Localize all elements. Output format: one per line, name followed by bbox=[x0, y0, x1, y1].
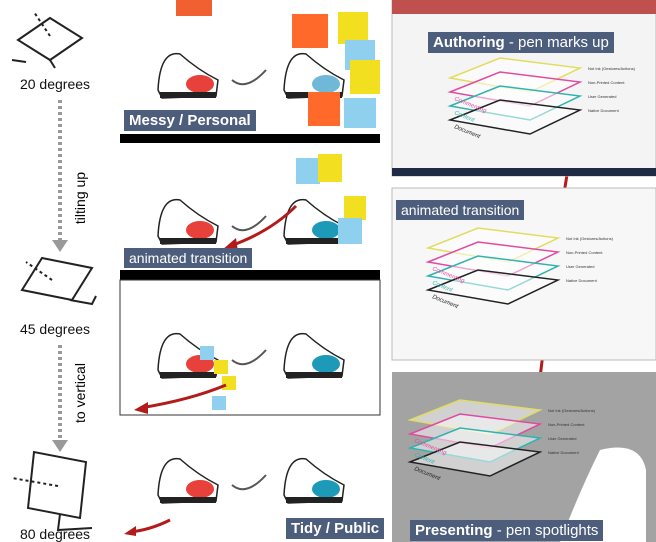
shoe-sole bbox=[286, 372, 342, 378]
layer-stacks: Not Ink (Gestures/Actions) Non-Printed Co… bbox=[407, 57, 636, 482]
layer bbox=[407, 441, 543, 477]
shoe-sole bbox=[160, 92, 216, 98]
layer bbox=[447, 99, 583, 135]
logo bbox=[231, 215, 267, 232]
shoe-sole bbox=[160, 238, 216, 244]
label-rest: - pen marks up bbox=[508, 34, 609, 51]
shoe bbox=[283, 52, 345, 99]
layer-label: Not Ink (Gestures/Actions) bbox=[588, 66, 636, 71]
logo bbox=[231, 69, 267, 86]
layer-label: Native Document bbox=[588, 108, 620, 113]
panel-label: Authoring - pen marks up bbox=[428, 32, 614, 53]
shoe-accent bbox=[186, 221, 214, 239]
shoe-accent bbox=[186, 75, 214, 93]
layer-label: Native Document bbox=[566, 278, 598, 283]
layer-label: User Generated bbox=[566, 264, 594, 269]
device-45 bbox=[20, 256, 97, 306]
layer-label: Non-Printed Content bbox=[566, 250, 603, 255]
arrow-head bbox=[52, 240, 68, 252]
panel-label: animated transition bbox=[124, 248, 253, 268]
layer-label: User Generated bbox=[548, 436, 576, 441]
logo bbox=[231, 349, 267, 366]
shoe bbox=[283, 457, 345, 504]
arrow-head bbox=[52, 440, 68, 452]
panel-label: Tidy / Public bbox=[286, 518, 385, 539]
layer bbox=[425, 269, 561, 305]
shoes bbox=[157, 52, 345, 504]
device-20 bbox=[11, 16, 84, 69]
device-80 bbox=[26, 450, 93, 532]
layer-label: Not Ink (Gestures/Actions) bbox=[566, 236, 614, 241]
shoe bbox=[157, 457, 219, 504]
shoe bbox=[157, 198, 219, 245]
panel-label: Presenting - pen spotlights bbox=[410, 520, 604, 541]
taskbar bbox=[392, 168, 656, 176]
ribbon bbox=[392, 0, 656, 14]
divider bbox=[120, 270, 380, 280]
shoe-accent bbox=[312, 355, 340, 373]
shoe-sole bbox=[286, 497, 342, 503]
shoe-sole bbox=[160, 497, 216, 503]
direction-arrows bbox=[11, 11, 59, 487]
layer-label: Non-Printed Content bbox=[588, 80, 625, 85]
label-bold: Presenting bbox=[415, 522, 493, 539]
layer-label: Native Document bbox=[548, 450, 580, 455]
angle-label: 80 degrees bbox=[19, 526, 91, 542]
angle-label: 45 degrees bbox=[19, 321, 91, 337]
logo bbox=[231, 474, 267, 491]
shoe-accent bbox=[186, 480, 214, 498]
layer-label: User Generated bbox=[588, 94, 616, 99]
shoe-accent bbox=[312, 480, 340, 498]
shoe bbox=[283, 198, 345, 245]
shoe bbox=[157, 52, 219, 99]
layer-label: Not Ink (Gestures/Actions) bbox=[548, 408, 596, 413]
label-rest: - pen spotlights bbox=[496, 522, 599, 539]
sticky-notes bbox=[176, 0, 380, 410]
panel-label: animated transition bbox=[396, 200, 525, 220]
panel-border bbox=[119, 279, 381, 416]
transition-label: to vertical bbox=[72, 363, 88, 423]
transition-label: tilting up bbox=[72, 171, 88, 225]
shoe-sole bbox=[286, 238, 342, 244]
divider bbox=[120, 134, 380, 143]
layer-label: Non-Printed Content bbox=[548, 422, 585, 427]
angle-label: 20 degrees bbox=[19, 76, 91, 92]
panel-label: Messy / Personal bbox=[124, 110, 256, 131]
shoe-accent bbox=[312, 221, 340, 239]
shoe-accent bbox=[312, 75, 340, 93]
spotlight bbox=[560, 447, 646, 542]
shoe bbox=[283, 332, 345, 379]
label-bold: Authoring bbox=[433, 34, 505, 51]
shoe-sole bbox=[160, 372, 216, 378]
